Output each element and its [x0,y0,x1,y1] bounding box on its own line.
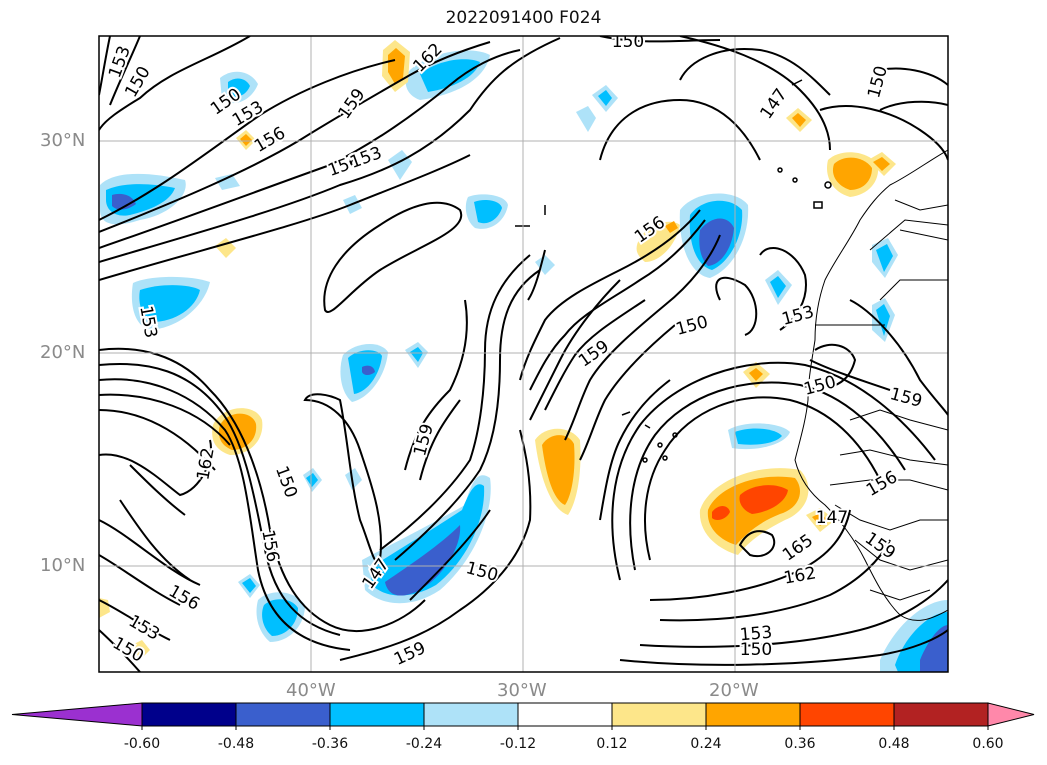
colorbar-tick: 0.12 [596,736,628,752]
contour-label: 156 [257,528,282,563]
contour-label: 153 [739,623,773,646]
contour-label: 153 [135,304,160,339]
colorbar-tick: -0.24 [405,736,443,752]
colorbar-extend-low [11,702,143,727]
colorbar-segment [329,702,425,727]
contour-label: 150 [612,32,644,52]
colorbar-segment [141,702,237,727]
plot-frame [98,35,949,673]
lat-label-30n: 30°N [40,130,86,151]
colorbar-extend-high [987,702,1035,727]
colorbar-segment [423,702,519,727]
colorbar-segment [893,702,989,727]
lon-label-20w: 20°W [709,680,759,701]
lat-label-20n: 20°N [40,342,86,363]
colorbar-tick: 0.36 [784,736,816,752]
colorbar-tick: -0.36 [311,736,349,752]
colorbar-tick: 0.48 [878,736,910,752]
colorbar-tick: 0.24 [690,736,722,752]
colorbar-segment [517,702,613,727]
height-contours [99,36,948,672]
colorbar-tick: 0.60 [972,736,1004,752]
contour-label: 147 [816,508,848,528]
contour-label: 162 [193,446,218,481]
colorbar-segment [235,702,331,727]
colorbar-segment [799,702,895,727]
colorbar-segment [705,702,801,727]
anomaly-shading [99,40,948,672]
contour-label: 150 [740,640,772,660]
lon-label-40w: 40°W [286,680,336,701]
gridlines [99,36,948,672]
colorbar [11,702,1035,730]
lat-label-10n: 10°N [40,555,86,576]
colorbar-tick: -0.60 [123,736,161,752]
map-title: 2022091400 F024 [445,8,602,28]
colorbar-segment [611,702,707,727]
lon-label-30w: 30°W [497,680,547,701]
colorbar-tick: -0.12 [499,736,537,752]
coastlines [794,149,948,621]
colorbar-tick: -0.48 [217,736,255,752]
